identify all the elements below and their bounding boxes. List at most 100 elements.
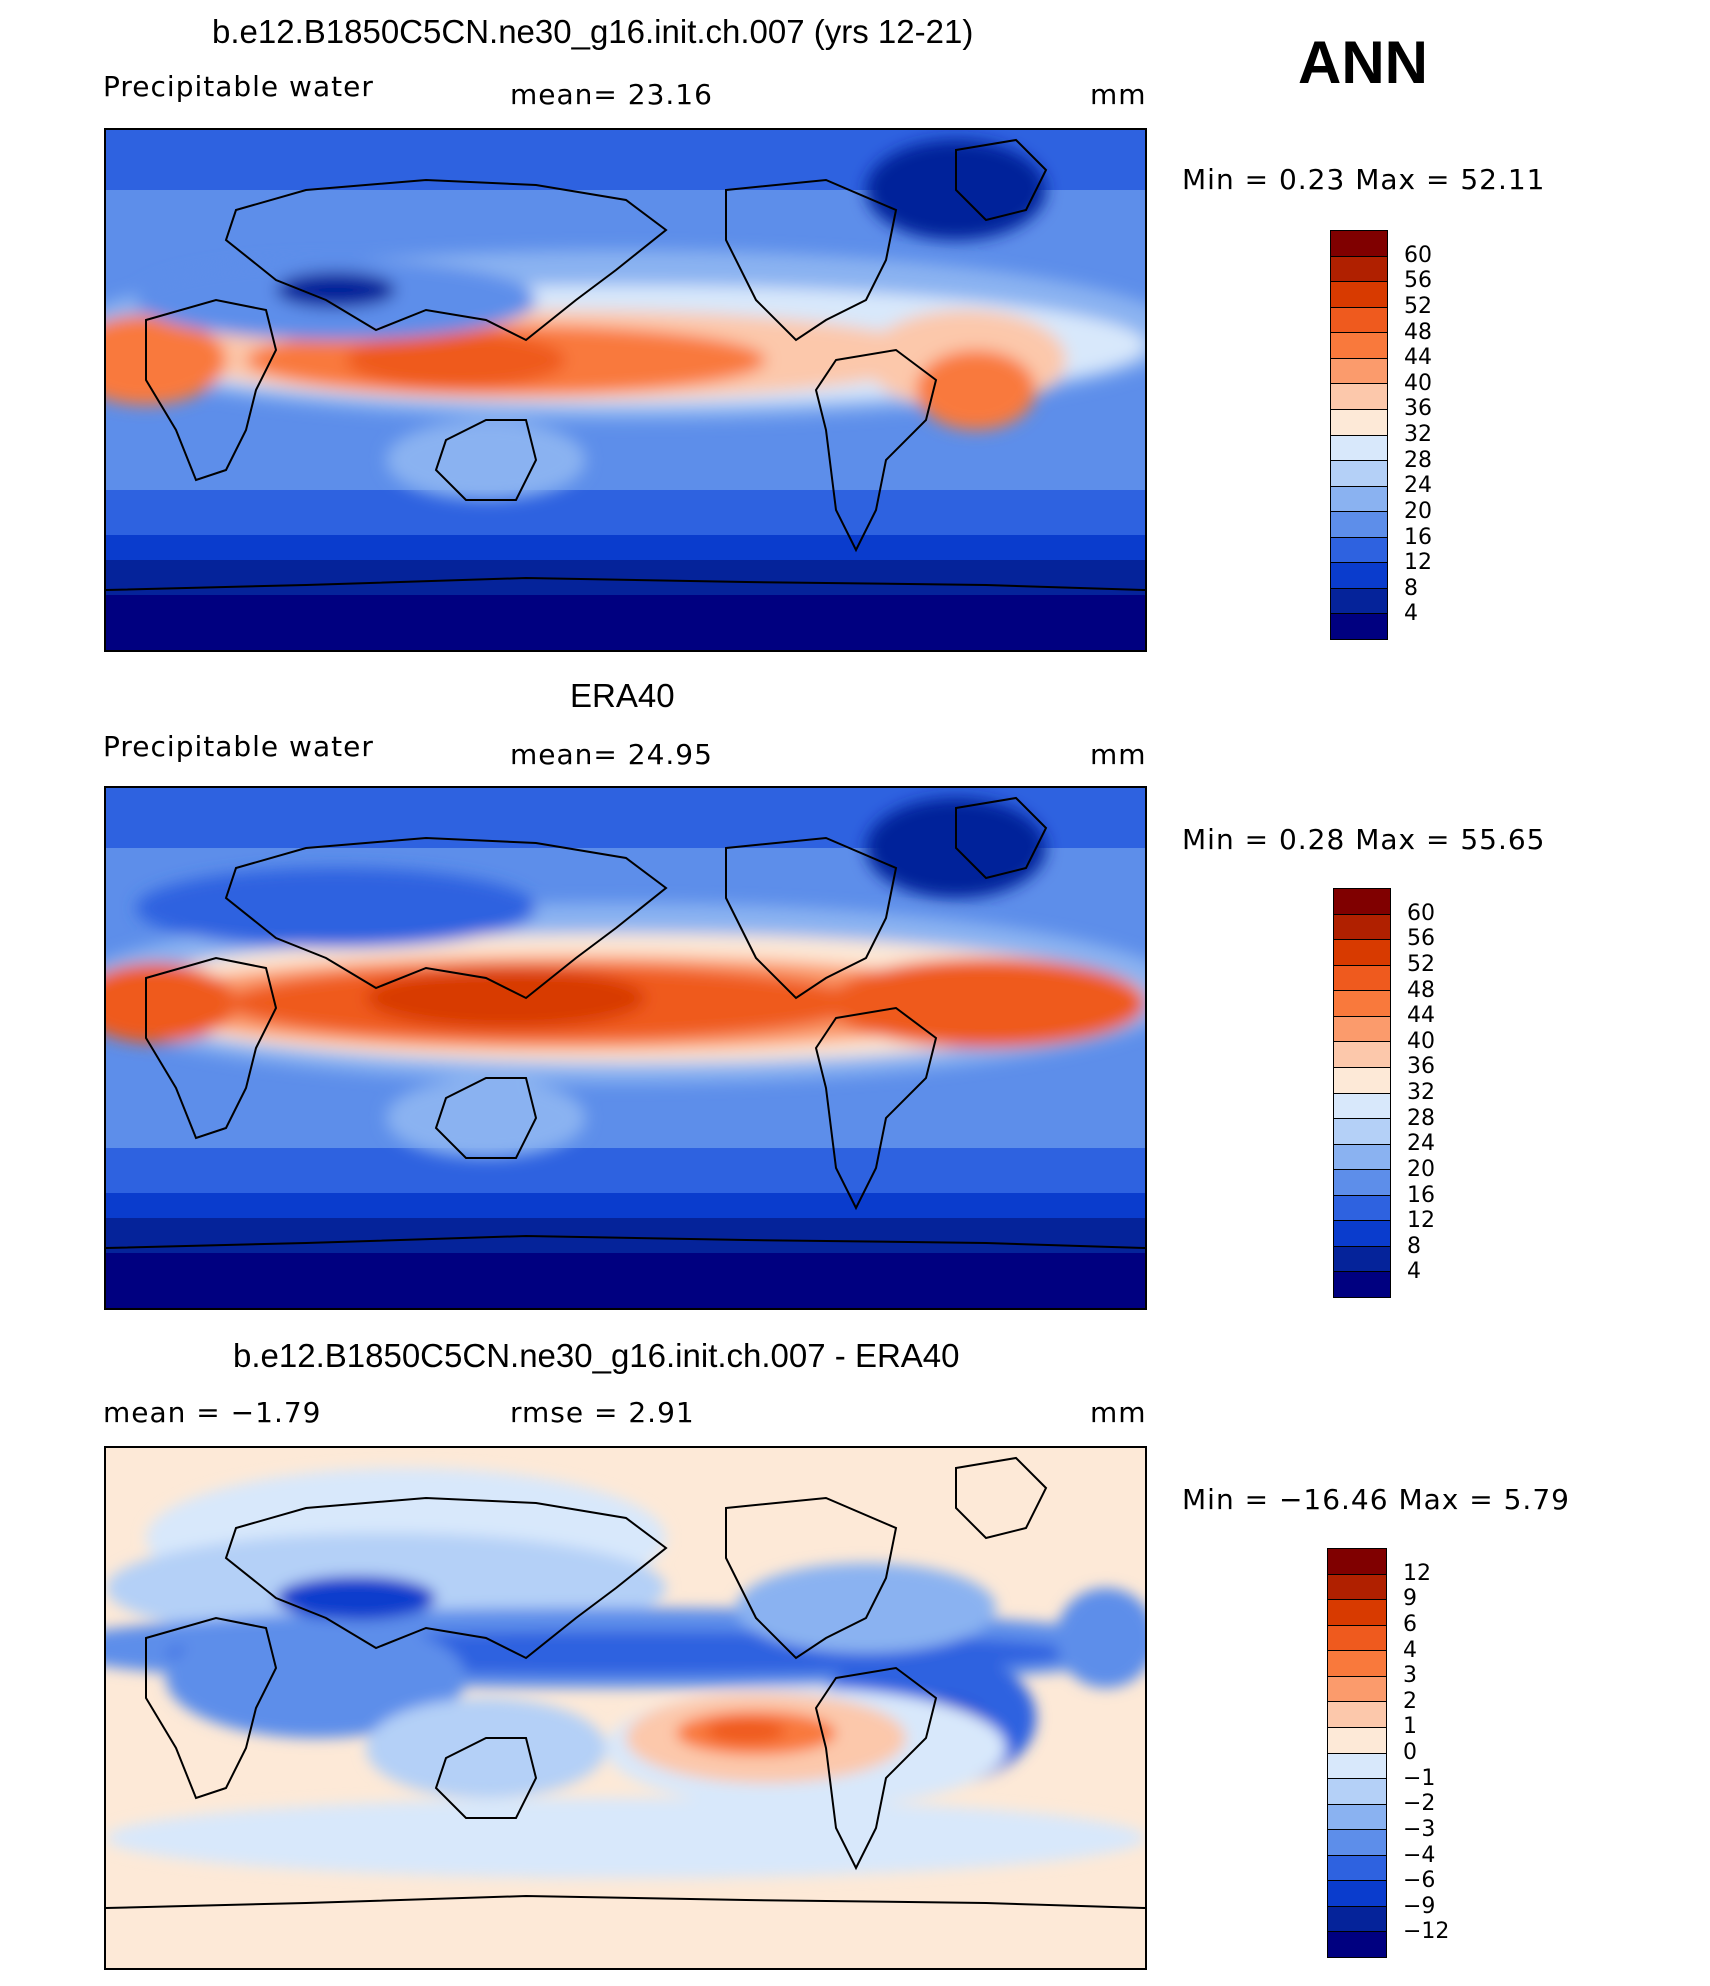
colorbar-tick-label: 8 bbox=[1407, 1233, 1421, 1259]
colorbar-tick-label: 56 bbox=[1404, 268, 1432, 294]
panel2-colorbar bbox=[1333, 888, 1391, 1298]
panel2-title: ERA40 bbox=[570, 677, 675, 714]
colorbar-swatch bbox=[1328, 1726, 1386, 1753]
colorbar-swatch bbox=[1331, 511, 1387, 537]
colorbar-tick-label: −1 bbox=[1403, 1765, 1436, 1791]
colorbar-swatch bbox=[1334, 1015, 1390, 1042]
colorbar-tick-label: 4 bbox=[1407, 1259, 1421, 1285]
colorbar-swatch bbox=[1334, 1118, 1390, 1144]
colorbar-tick-label: 1 bbox=[1403, 1714, 1417, 1740]
colorbar-swatch bbox=[1334, 990, 1390, 1016]
colorbar-swatch bbox=[1328, 1701, 1386, 1727]
colorbar-tick-label: −12 bbox=[1403, 1919, 1450, 1945]
colorbar-tick-label: 6 bbox=[1403, 1611, 1417, 1637]
panel2-units: mm bbox=[1090, 738, 1147, 771]
colorbar-tick-label: 36 bbox=[1407, 1054, 1435, 1080]
colorbar-tick-label: 12 bbox=[1403, 1560, 1431, 1586]
season-label: ANN bbox=[1298, 29, 1428, 96]
colorbar-swatch bbox=[1328, 1880, 1386, 1906]
panel1-variable-label: Precipitable water bbox=[103, 70, 374, 103]
colorbar-tick-label: 28 bbox=[1404, 447, 1432, 473]
panel1-minmax: Min = 0.23 Max = 52.11 bbox=[1182, 163, 1546, 196]
colorbar-swatch bbox=[1328, 1778, 1386, 1804]
colorbar-swatch bbox=[1331, 357, 1387, 384]
colorbar-tick-label: 12 bbox=[1404, 550, 1432, 576]
colorbar-swatch bbox=[1328, 1752, 1386, 1779]
colorbar-swatch bbox=[1331, 613, 1387, 639]
colorbar-swatch bbox=[1334, 1220, 1390, 1246]
colorbar-tick-label: 52 bbox=[1404, 293, 1432, 319]
colorbar-swatch bbox=[1334, 913, 1390, 940]
colorbar-tick-label: 52 bbox=[1407, 951, 1435, 977]
colorbar-swatch bbox=[1334, 1194, 1390, 1221]
panel2-map-field bbox=[106, 788, 1145, 1308]
colorbar-swatch bbox=[1331, 460, 1387, 486]
colorbar-tick-label: 40 bbox=[1404, 370, 1432, 396]
colorbar-swatch bbox=[1328, 1549, 1386, 1574]
colorbar-tick-label: 44 bbox=[1404, 345, 1432, 371]
panel3-mean-label: mean = −1.79 bbox=[103, 1396, 322, 1429]
colorbar-swatch bbox=[1334, 964, 1390, 991]
colorbar-tick-label: 24 bbox=[1404, 473, 1432, 499]
colorbar-tick-label: −6 bbox=[1403, 1868, 1436, 1894]
colorbar-tick-label: 2 bbox=[1403, 1688, 1417, 1714]
panel1-map-field bbox=[106, 130, 1145, 650]
colorbar-tick-label: 3 bbox=[1403, 1663, 1417, 1689]
colorbar-tick-label: 4 bbox=[1404, 601, 1418, 627]
colorbar-swatch bbox=[1328, 1624, 1386, 1651]
colorbar-tick-label: 28 bbox=[1407, 1105, 1435, 1131]
colorbar-swatch bbox=[1328, 1931, 1386, 1957]
panel3-units: mm bbox=[1090, 1396, 1147, 1429]
panel2-variable-label: Precipitable water bbox=[103, 730, 374, 763]
colorbar-swatch bbox=[1331, 332, 1387, 358]
colorbar-swatch bbox=[1328, 1829, 1386, 1855]
panel3-colorbar bbox=[1327, 1548, 1387, 1958]
colorbar-tick-label: 4 bbox=[1403, 1637, 1417, 1663]
colorbar-swatch bbox=[1328, 1650, 1386, 1676]
colorbar-swatch bbox=[1331, 383, 1387, 409]
panel3-map bbox=[104, 1446, 1147, 1970]
colorbar-tick-label: 0 bbox=[1403, 1740, 1417, 1765]
panel1-map bbox=[104, 128, 1147, 652]
colorbar-swatch bbox=[1334, 1092, 1390, 1119]
colorbar-swatch bbox=[1331, 434, 1387, 461]
colorbar-tick-label: 12 bbox=[1407, 1208, 1435, 1234]
panel1-colorbar bbox=[1330, 230, 1388, 640]
colorbar-tick-label: 60 bbox=[1407, 900, 1435, 926]
colorbar-tick-label: 32 bbox=[1404, 422, 1432, 447]
colorbar-swatch bbox=[1331, 485, 1387, 512]
panel3-minmax: Min = −16.46 Max = 5.79 bbox=[1182, 1483, 1570, 1516]
panel3-rmse-label: rmse = 2.91 bbox=[510, 1396, 695, 1429]
colorbar-tick-label: 48 bbox=[1407, 977, 1435, 1003]
colorbar-tick-label: 32 bbox=[1407, 1080, 1435, 1105]
panel2-mean-label: mean= 24.95 bbox=[510, 738, 713, 771]
colorbar-swatch bbox=[1334, 1271, 1390, 1297]
colorbar-swatch bbox=[1334, 1066, 1390, 1093]
panel2-minmax: Min = 0.28 Max = 55.65 bbox=[1182, 823, 1546, 856]
colorbar-tick-label: −2 bbox=[1403, 1791, 1436, 1817]
colorbar-swatch bbox=[1331, 306, 1387, 333]
colorbar-swatch bbox=[1328, 1803, 1386, 1830]
colorbar-tick-label: 60 bbox=[1404, 242, 1432, 268]
colorbar-swatch bbox=[1328, 1905, 1386, 1932]
colorbar-tick-label: 16 bbox=[1407, 1182, 1435, 1208]
colorbar-swatch bbox=[1331, 255, 1387, 282]
colorbar-tick-label: 24 bbox=[1407, 1131, 1435, 1157]
colorbar-swatch bbox=[1334, 1143, 1390, 1170]
panel1-units: mm bbox=[1090, 78, 1147, 111]
panel1-mean-label: mean= 23.16 bbox=[510, 78, 713, 111]
colorbar-swatch bbox=[1334, 1169, 1390, 1195]
colorbar-tick-label: 48 bbox=[1404, 319, 1432, 345]
colorbar-swatch bbox=[1331, 536, 1387, 563]
colorbar-swatch bbox=[1331, 562, 1387, 588]
colorbar-swatch bbox=[1328, 1599, 1386, 1625]
colorbar-tick-label: 40 bbox=[1407, 1028, 1435, 1054]
colorbar-swatch bbox=[1334, 1245, 1390, 1272]
colorbar-swatch bbox=[1331, 231, 1387, 256]
colorbar-tick-label: 8 bbox=[1404, 575, 1418, 601]
colorbar-swatch bbox=[1328, 1854, 1386, 1881]
panel3-title: b.e12.B1850C5CN.ne30_g16.init.ch.007 - E… bbox=[233, 1337, 960, 1374]
colorbar-tick-label: −9 bbox=[1403, 1893, 1436, 1919]
colorbar-swatch bbox=[1334, 1041, 1390, 1067]
colorbar-swatch bbox=[1331, 281, 1387, 307]
